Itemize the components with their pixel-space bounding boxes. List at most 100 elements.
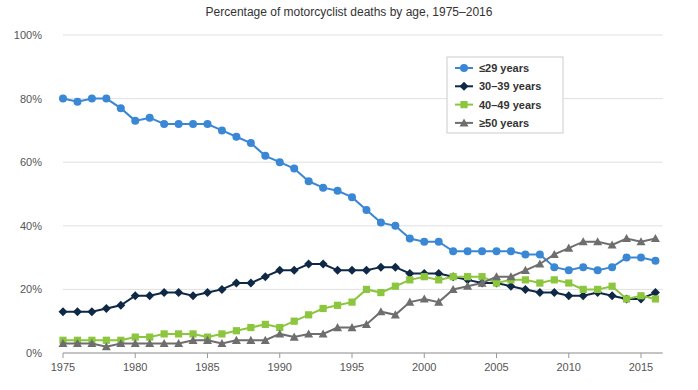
- data-point: [376, 307, 385, 315]
- data-point: [535, 259, 544, 267]
- data-point: [464, 247, 472, 255]
- data-point: [203, 288, 212, 297]
- data-point: [536, 279, 543, 286]
- data-point: [406, 276, 413, 283]
- data-point: [102, 304, 111, 313]
- data-point: [261, 152, 269, 160]
- data-point: [564, 291, 573, 300]
- legend-label: ≥50 years: [479, 117, 529, 129]
- y-tick-label: 80%: [20, 93, 42, 105]
- data-point: [565, 279, 572, 286]
- data-point: [290, 165, 298, 173]
- data-point: [450, 273, 457, 280]
- data-point: [565, 266, 573, 274]
- data-point: [478, 279, 487, 287]
- grid-line: [63, 225, 663, 226]
- data-point: [175, 120, 183, 128]
- x-tick: [352, 353, 353, 358]
- chart: Percentage of motorcyclist deaths by age…: [0, 0, 698, 390]
- x-tick-label: 1990: [268, 361, 292, 373]
- data-point: [493, 247, 501, 255]
- data-point: [608, 263, 616, 271]
- data-point: [116, 301, 125, 310]
- legend-box: [447, 57, 563, 133]
- x-tick-label: 1985: [195, 361, 219, 373]
- data-point: [622, 294, 631, 303]
- data-point: [131, 291, 140, 300]
- data-point: [305, 311, 312, 318]
- data-point: [377, 219, 385, 227]
- data-point: [262, 321, 269, 328]
- y-tick-label: 60%: [20, 156, 42, 168]
- data-point: [521, 250, 529, 258]
- data-point: [579, 263, 587, 271]
- data-point: [391, 222, 399, 230]
- x-tick-label: 1975: [51, 361, 75, 373]
- data-point: [290, 333, 299, 341]
- y-tick-label: 40%: [20, 220, 42, 232]
- data-point: [304, 259, 313, 268]
- data-point: [376, 263, 385, 272]
- series-line: [63, 239, 655, 347]
- data-point: [174, 339, 183, 347]
- data-point: [333, 266, 342, 275]
- series-line: [63, 99, 655, 271]
- data-point: [506, 272, 515, 280]
- x-tick: [63, 353, 64, 358]
- data-point: [275, 266, 284, 275]
- data-point: [102, 95, 110, 103]
- title: Percentage of motorcyclist deaths by age…: [206, 5, 493, 19]
- data-point: [320, 305, 327, 312]
- data-point: [421, 273, 428, 280]
- data-point: [204, 120, 212, 128]
- data-point: [652, 295, 659, 302]
- data-point: [637, 237, 646, 245]
- data-point: [609, 283, 616, 290]
- data-point: [87, 307, 96, 316]
- data-point: [145, 291, 154, 300]
- data-point: [478, 247, 486, 255]
- data-point: [146, 114, 154, 122]
- data-point: [88, 95, 96, 103]
- data-point: [348, 266, 357, 275]
- data-point: [521, 285, 530, 294]
- data-point: [348, 193, 356, 201]
- data-point: [406, 235, 414, 243]
- data-point: [435, 276, 442, 283]
- y-tick-label: 20%: [20, 283, 42, 295]
- data-point: [275, 329, 284, 337]
- data-point: [594, 266, 602, 274]
- legend-marker: [460, 64, 468, 72]
- data-point: [276, 158, 284, 166]
- data-point: [362, 266, 371, 275]
- data-point: [73, 339, 82, 347]
- x-tick: [424, 353, 425, 358]
- legend: ≤29 years30–39 years40–49 years≥50 years: [447, 57, 563, 133]
- data-point: [420, 294, 429, 302]
- data-point: [161, 330, 168, 337]
- data-point: [521, 266, 530, 274]
- data-point: [564, 244, 573, 252]
- data-point: [160, 288, 169, 297]
- data-point: [333, 323, 342, 331]
- data-point: [73, 307, 82, 316]
- data-point: [117, 104, 125, 112]
- data-point: [59, 339, 68, 347]
- x-tick-label: 2010: [557, 361, 581, 373]
- data-point: [362, 206, 370, 214]
- data-point: [189, 291, 198, 300]
- data-point: [594, 286, 601, 293]
- data-point: [232, 133, 240, 141]
- data-point: [463, 282, 472, 290]
- data-point: [405, 298, 414, 306]
- data-point: [59, 307, 68, 316]
- data-point: [434, 298, 443, 306]
- data-point: [217, 285, 226, 294]
- data-point: [623, 295, 630, 302]
- data-point: [334, 302, 341, 309]
- data-point: [246, 336, 255, 344]
- legend-marker: [460, 118, 469, 126]
- grid-line: [63, 353, 663, 354]
- x-tick: [135, 353, 136, 358]
- data-point: [73, 98, 81, 106]
